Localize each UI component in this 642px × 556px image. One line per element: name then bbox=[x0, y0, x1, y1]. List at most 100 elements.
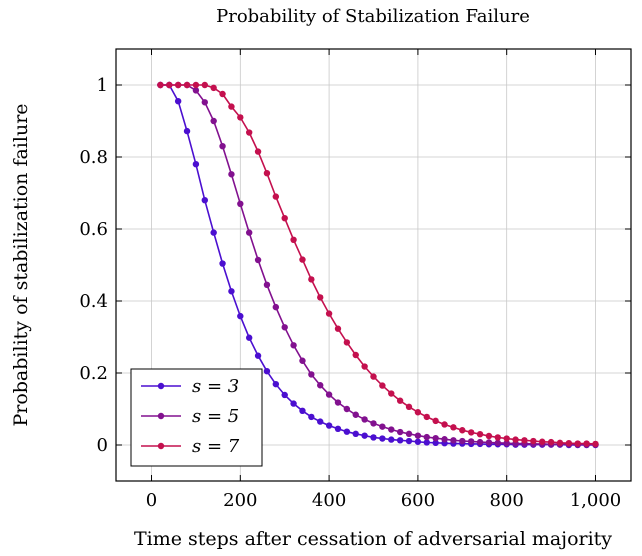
y-tick-label: 1 bbox=[97, 75, 108, 96]
data-point bbox=[388, 390, 395, 397]
data-point bbox=[325, 422, 333, 429]
data-point bbox=[476, 431, 484, 438]
data-point bbox=[396, 397, 404, 404]
data-point bbox=[396, 437, 404, 444]
data-point bbox=[539, 438, 546, 445]
data-point bbox=[192, 161, 200, 168]
data-point bbox=[334, 325, 342, 332]
data-point bbox=[228, 288, 235, 295]
data-point bbox=[201, 99, 208, 106]
data-point bbox=[281, 215, 288, 222]
data-point bbox=[210, 229, 217, 236]
data-point bbox=[334, 425, 342, 432]
data-point bbox=[228, 171, 235, 178]
data-point bbox=[565, 440, 573, 447]
data-point bbox=[414, 409, 422, 416]
data-point bbox=[219, 143, 226, 150]
y-tick-label: 0.6 bbox=[79, 219, 108, 240]
data-point bbox=[370, 373, 377, 380]
data-point bbox=[476, 438, 484, 446]
data-point bbox=[352, 430, 359, 438]
data-point bbox=[379, 435, 386, 442]
data-point bbox=[281, 391, 288, 399]
data-point bbox=[370, 434, 377, 441]
data-point bbox=[272, 303, 280, 311]
series-layer bbox=[157, 81, 599, 449]
y-tick-label: 0.4 bbox=[79, 291, 108, 312]
data-point bbox=[254, 352, 262, 359]
data-point bbox=[414, 438, 422, 445]
data-point bbox=[317, 418, 324, 425]
data-point bbox=[379, 423, 386, 430]
data-point bbox=[467, 429, 475, 436]
data-point bbox=[219, 90, 226, 98]
legend-swatch-marker bbox=[157, 412, 165, 420]
x-tick-label: 400 bbox=[312, 490, 346, 511]
data-point bbox=[414, 432, 422, 439]
data-point bbox=[272, 380, 280, 388]
data-point bbox=[432, 439, 439, 447]
data-point bbox=[361, 432, 368, 439]
data-point bbox=[166, 81, 173, 89]
data-point bbox=[503, 435, 510, 442]
data-point bbox=[432, 434, 439, 442]
data-point bbox=[592, 440, 599, 448]
data-point bbox=[254, 256, 262, 264]
data-point bbox=[183, 81, 191, 89]
x-tick-label: 200 bbox=[223, 490, 257, 511]
x-tick-label: 0 bbox=[146, 490, 157, 511]
data-point bbox=[450, 424, 457, 431]
data-point bbox=[237, 200, 244, 207]
data-point bbox=[494, 439, 502, 447]
y-tick-label: 0.8 bbox=[79, 147, 108, 168]
data-point bbox=[317, 382, 324, 389]
data-point bbox=[308, 413, 315, 421]
data-point bbox=[174, 98, 182, 105]
data-point bbox=[263, 281, 271, 288]
data-point bbox=[334, 399, 342, 406]
data-point bbox=[467, 438, 475, 445]
data-point bbox=[272, 193, 280, 200]
data-point bbox=[281, 324, 288, 331]
data-point bbox=[530, 437, 537, 445]
data-point bbox=[290, 400, 297, 407]
data-point bbox=[405, 403, 413, 411]
data-point bbox=[405, 437, 413, 445]
legend-box bbox=[130, 368, 263, 467]
data-point bbox=[423, 413, 430, 421]
chart-title: Probability of Stabilization Failure bbox=[216, 6, 530, 27]
data-point bbox=[388, 436, 395, 443]
data-point bbox=[485, 439, 493, 446]
data-point bbox=[201, 197, 208, 204]
data-point bbox=[290, 342, 297, 349]
data-point bbox=[325, 310, 333, 317]
data-point bbox=[450, 437, 457, 444]
data-point bbox=[201, 81, 208, 89]
legend-swatch-marker bbox=[157, 442, 165, 450]
data-point bbox=[432, 417, 439, 425]
data-point bbox=[459, 437, 466, 445]
data-point bbox=[343, 405, 351, 413]
plot-frame bbox=[115, 48, 632, 482]
data-point bbox=[423, 433, 430, 441]
legend-label: s = 5 bbox=[192, 406, 239, 427]
data-point bbox=[308, 276, 315, 283]
x-tick-label: 600 bbox=[401, 490, 435, 511]
data-point bbox=[254, 148, 262, 155]
x-tick-label: 800 bbox=[490, 490, 524, 511]
data-point bbox=[583, 440, 590, 447]
x-axis-label: Time steps after cessation of adversaria… bbox=[134, 528, 612, 550]
data-point bbox=[370, 420, 377, 427]
data-point bbox=[317, 294, 324, 301]
data-point bbox=[192, 81, 200, 89]
data-point bbox=[574, 440, 581, 447]
data-point bbox=[174, 81, 182, 89]
data-point bbox=[361, 416, 368, 423]
y-tick-labels: 0 0.2 0.4 0.6 0.8 1 bbox=[79, 75, 108, 456]
data-point bbox=[157, 81, 164, 89]
data-point bbox=[245, 229, 253, 236]
data-point bbox=[263, 368, 271, 375]
data-point bbox=[210, 84, 217, 92]
legend-label: s = 3 bbox=[192, 376, 239, 397]
legend-swatch-marker bbox=[157, 382, 165, 390]
